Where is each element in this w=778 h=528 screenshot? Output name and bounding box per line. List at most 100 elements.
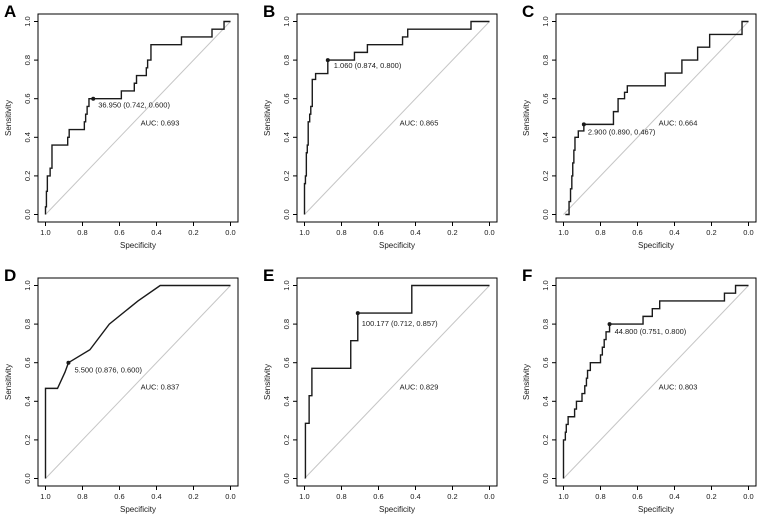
- roc-panel-A: A 1.0 0.8 0.6 0.4 0.2 0.0 0.0 0.2 0.4 0.6 0.8 1.0 Spe…: [0, 0, 259, 264]
- y-tick-label: 0.6: [541, 93, 550, 103]
- y-tick-label: 0.0: [541, 473, 550, 483]
- chance-diagonal: [45, 21, 231, 215]
- threshold-label: 44.800 (0.751, 0.800): [615, 327, 687, 336]
- y-tick-label: 0.4: [282, 396, 291, 406]
- threshold-point: [607, 322, 612, 327]
- plot-box: [37, 13, 239, 223]
- plot-background: [518, 0, 777, 264]
- x-tick-label: 0.8: [595, 492, 605, 501]
- plot-box: [555, 277, 757, 487]
- y-axis-label: Sensitivity: [4, 364, 13, 400]
- chance-diagonal: [304, 285, 490, 479]
- roc-curve: [303, 20, 490, 215]
- x-tick-label: 0.8: [77, 228, 87, 237]
- auc-label: AUC: 0.664: [659, 118, 698, 127]
- x-tick-label: 0.4: [669, 228, 679, 237]
- roc-curve: [44, 20, 231, 215]
- x-axis-label: Specificity: [120, 241, 156, 250]
- y-tick-label: 1.0: [541, 280, 550, 290]
- y-tick-label: 0.0: [282, 209, 291, 219]
- y-tick-label: 0.2: [282, 171, 291, 181]
- panel-letter: D: [4, 266, 16, 285]
- auc-label: AUC: 0.865: [400, 118, 439, 127]
- x-tick-label: 0.4: [410, 228, 420, 237]
- auc-label: AUC: 0.837: [141, 382, 180, 391]
- plot-background: [518, 264, 777, 528]
- x-tick-label: 0.0: [743, 228, 753, 237]
- plot-box: [296, 277, 498, 487]
- y-tick-label: 1.0: [282, 16, 291, 26]
- x-tick-label: 0.4: [669, 492, 679, 501]
- roc-plot-E: E 1.0 0.8 0.6 0.4 0.2 0.0 0.0 0.2 0.4 0.6 0.8 1.0 Spe…: [259, 264, 518, 528]
- y-tick-label: 0.0: [23, 209, 32, 219]
- threshold-point: [581, 122, 586, 127]
- x-tick-label: 1.0: [299, 228, 309, 237]
- auc-label: AUC: 0.829: [400, 382, 439, 391]
- x-axis-label: Specificity: [638, 505, 674, 514]
- y-tick-label: 0.2: [541, 171, 550, 181]
- x-tick-label: 0.2: [188, 492, 198, 501]
- y-tick-label: 0.8: [23, 319, 32, 329]
- panel-letter: F: [522, 266, 532, 285]
- threshold-point: [355, 311, 360, 316]
- y-tick-label: 1.0: [282, 280, 291, 290]
- panel-letter: A: [4, 2, 16, 21]
- plot-background: [259, 0, 518, 264]
- roc-panel-B: B 1.0 0.8 0.6 0.4 0.2 0.0 0.0 0.2 0.4 0.6 0.8 1.0 Spe…: [259, 0, 518, 264]
- y-tick-label: 0.6: [282, 357, 291, 367]
- chance-diagonal: [45, 285, 231, 479]
- y-tick-label: 0.0: [541, 209, 550, 219]
- roc-plot-B: B 1.0 0.8 0.6 0.4 0.2 0.0 0.0 0.2 0.4 0.6 0.8 1.0 Spe…: [259, 0, 518, 264]
- plot-background: [0, 0, 259, 264]
- x-tick-label: 0.2: [447, 492, 457, 501]
- roc-curve: [304, 284, 490, 479]
- x-tick-label: 0.0: [743, 492, 753, 501]
- x-tick-label: 0.0: [484, 228, 494, 237]
- y-tick-label: 0.4: [23, 132, 32, 142]
- x-axis-label: Specificity: [120, 505, 156, 514]
- x-tick-label: 1.0: [558, 228, 568, 237]
- threshold-label: 36.950 (0.742, 0.600): [98, 101, 170, 110]
- panel-letter: B: [263, 2, 275, 21]
- roc-plot-C: C 1.0 0.8 0.6 0.4 0.2 0.0 0.0 0.2 0.4 0.6 0.8 1.0 Spe…: [518, 0, 777, 264]
- y-tick-label: 0.2: [541, 435, 550, 445]
- y-tick-label: 0.8: [541, 55, 550, 65]
- chance-diagonal: [304, 21, 490, 215]
- x-tick-label: 0.6: [114, 228, 124, 237]
- x-axis-label: Specificity: [379, 505, 415, 514]
- x-tick-label: 0.6: [632, 228, 642, 237]
- threshold-label: 5.500 (0.876, 0.600): [74, 366, 142, 375]
- x-tick-label: 0.6: [632, 492, 642, 501]
- plot-box: [37, 277, 239, 487]
- threshold-point: [325, 58, 330, 63]
- y-tick-label: 0.4: [282, 132, 291, 142]
- x-tick-label: 1.0: [558, 492, 568, 501]
- x-tick-label: 0.2: [706, 492, 716, 501]
- roc-panel-D: D 1.0 0.8 0.6 0.4 0.2 0.0 0.0 0.2 0.4 0.6 0.8 1.0 Spe…: [0, 264, 259, 528]
- x-tick-label: 0.2: [706, 228, 716, 237]
- chance-diagonal: [563, 21, 749, 215]
- auc-label: AUC: 0.803: [659, 382, 698, 391]
- roc-curve: [562, 284, 749, 479]
- auc-label: AUC: 0.693: [141, 118, 180, 127]
- threshold-label: 100.177 (0.712, 0.857): [362, 319, 438, 328]
- threshold-label: 1.060 (0.874, 0.800): [334, 61, 402, 70]
- y-tick-label: 0.2: [282, 435, 291, 445]
- y-tick-label: 0.6: [541, 357, 550, 367]
- y-tick-label: 1.0: [541, 16, 550, 26]
- x-tick-label: 0.2: [188, 228, 198, 237]
- roc-plot-D: D 1.0 0.8 0.6 0.4 0.2 0.0 0.0 0.2 0.4 0.6 0.8 1.0 Spe…: [0, 264, 259, 528]
- plot-background: [0, 264, 259, 528]
- y-tick-label: 0.4: [541, 132, 550, 142]
- x-tick-label: 0.8: [595, 228, 605, 237]
- y-tick-label: 0.4: [541, 396, 550, 406]
- plot-box: [555, 13, 757, 223]
- threshold-point: [91, 96, 96, 101]
- y-tick-label: 0.8: [282, 319, 291, 329]
- x-axis-label: Specificity: [379, 241, 415, 250]
- roc-panel-E: E 1.0 0.8 0.6 0.4 0.2 0.0 0.0 0.2 0.4 0.6 0.8 1.0 Spe…: [259, 264, 518, 528]
- x-tick-label: 0.8: [336, 492, 346, 501]
- threshold-point: [66, 360, 71, 365]
- y-tick-label: 0.8: [23, 55, 32, 65]
